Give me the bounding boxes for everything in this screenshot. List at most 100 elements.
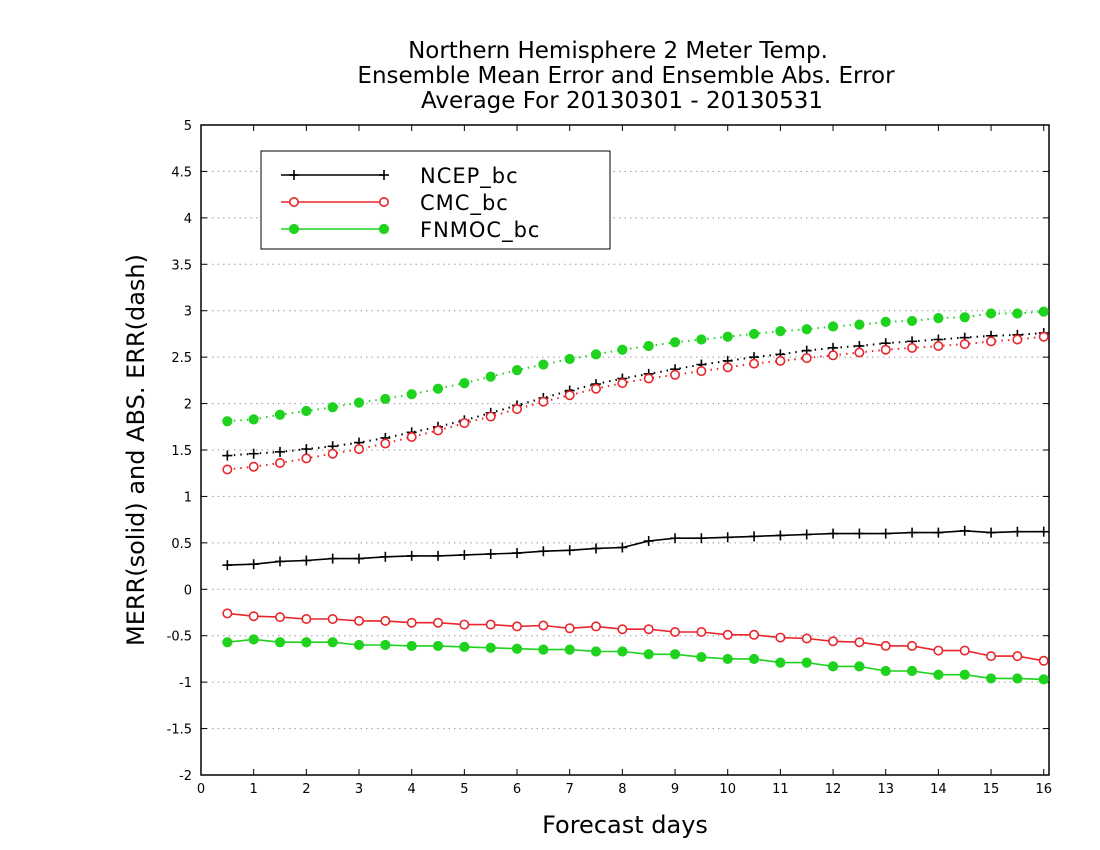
cmc-bc-merr-point (275, 612, 286, 623)
cmc-bc-abs-err-point (433, 425, 444, 436)
cmc-bc-merr-point (222, 608, 233, 619)
ncep-bc-merr-point (327, 553, 338, 564)
legend-label: CMC_bc (420, 191, 509, 216)
ncep-bc-merr-point (854, 528, 865, 539)
fnmoc-bc-merr-point (274, 637, 286, 648)
ncep-bc-merr-point (722, 532, 733, 543)
fnmoc-bc-merr-point (1038, 674, 1049, 685)
x-tick-label: 7 (566, 782, 574, 797)
legend-marker (378, 197, 389, 208)
cmc-bc-abs-err-point (1038, 331, 1049, 342)
ncep-bc-merr-point (986, 527, 997, 538)
fnmoc-bc-abs-err-point (538, 359, 549, 370)
cmc-bc-abs-err-point (643, 373, 654, 384)
y-tick-label: -1.5 (167, 723, 192, 738)
cmc-bc-merr-point (670, 626, 681, 637)
fnmoc-bc-abs-err-point (353, 397, 365, 408)
cmc-bc-merr-point (591, 621, 602, 632)
cmc-bc-abs-err-point (986, 336, 997, 347)
fnmoc-bc-merr-point (854, 661, 865, 672)
y-axis-label: MERR(solid) and ABS. ERR(dash) (122, 254, 150, 646)
cmc-bc-merr-point (880, 640, 891, 651)
cmc-bc-merr-point (485, 619, 496, 630)
cmc-bc-abs-err-point (670, 369, 681, 380)
cmc-bc-merr-point (327, 613, 338, 624)
fnmoc-bc-merr-point (406, 640, 417, 652)
ncep-bc-abs-err-line (227, 332, 1044, 457)
fnmoc-bc-merr-line (227, 638, 1044, 681)
x-tick-label: 10 (719, 782, 736, 797)
y-tick-label: 3.5 (171, 258, 192, 273)
cmc-bc-merr-point (801, 633, 812, 644)
cmc-bc-abs-err-point (1012, 334, 1023, 345)
cmc-bc-merr-point (854, 637, 865, 648)
fnmoc-bc-abs-err-point (1012, 308, 1023, 319)
fnmoc-bc-merr-point (696, 651, 707, 663)
fnmoc-bc-merr-point (933, 669, 944, 680)
y-tick-label: -1 (179, 676, 192, 691)
fnmoc-bc-merr-point (538, 644, 549, 655)
y-tick-label: 2.5 (171, 351, 192, 366)
legend-label: NCEP_bc (420, 164, 519, 189)
ncep-bc-merr-point (670, 533, 681, 544)
cmc-bc-abs-err-point (933, 340, 944, 351)
cmc-bc-merr-point (959, 645, 970, 656)
fnmoc-bc-abs-err-point (748, 328, 760, 340)
ncep-bc-merr-point (433, 550, 444, 561)
cmc-bc-abs-err-point (775, 355, 786, 366)
fnmoc-bc-merr-point (301, 637, 312, 648)
ncep-bc-merr-point (617, 542, 628, 553)
cmc-bc-abs-err-point (459, 418, 470, 429)
cmc-bc-abs-err-point (301, 453, 312, 464)
ncep-bc-merr-point (775, 530, 786, 541)
legend-marker (289, 170, 299, 180)
legend-marker (379, 170, 389, 180)
chart-title: Northern Hemisphere 2 Meter Temp. Ensemb… (357, 38, 895, 114)
ncep-bc-merr-point (248, 559, 259, 570)
ncep-bc-merr-point (354, 553, 365, 564)
ncep-bc-merr-point (564, 545, 575, 556)
cmc-bc-abs-err-point (617, 378, 628, 389)
cmc-bc-merr-point (696, 626, 707, 637)
cmc-bc-abs-err-point (959, 339, 970, 350)
fnmoc-bc-merr-point (511, 643, 523, 654)
ncep-bc-merr-line (227, 529, 1044, 566)
x-tick-label: 13 (877, 782, 894, 797)
fnmoc-bc-merr-point (643, 649, 654, 660)
fnmoc-bc-merr-point (1012, 673, 1023, 684)
fnmoc-bc-abs-err-point (617, 344, 628, 355)
fnmoc-bc-abs-err-point (906, 315, 918, 327)
ncep-bc-merr-point (538, 546, 549, 557)
fnmoc-bc-merr-point (353, 639, 365, 651)
cmc-bc-merr-point (380, 615, 391, 626)
fnmoc-bc-merr-point (827, 661, 839, 672)
y-tick-label: 4 (184, 212, 192, 227)
cmc-bc-merr-point (301, 613, 312, 624)
fnmoc-bc-merr-point (722, 653, 733, 665)
fnmoc-bc-abs-err-point (959, 312, 970, 323)
ncep-bc-merr-point (880, 528, 891, 539)
ncep-bc-merr-point (222, 560, 233, 571)
legend-marker (288, 197, 299, 208)
fnmoc-bc-abs-err-point (432, 383, 444, 394)
x-tick-label: 8 (618, 782, 626, 797)
fnmoc-bc-abs-err-point (854, 319, 865, 330)
fnmoc-bc-abs-err-point (669, 337, 681, 348)
fnmoc-bc-abs-err-point (643, 340, 654, 352)
ncep-bc-merr-point (828, 528, 839, 539)
fnmoc-bc-merr-point (222, 637, 233, 648)
legend-label: FNMOC_bc (420, 218, 540, 243)
fnmoc-bc-merr-point (432, 640, 444, 652)
cmc-bc-merr-point (775, 632, 786, 643)
y-tick-label: 0.5 (171, 537, 192, 552)
cmc-bc-merr-point (907, 640, 918, 651)
ncep-bc-merr-point (801, 529, 812, 540)
x-axis-label: Forecast days (542, 811, 708, 839)
ncep-bc-merr-point (512, 548, 523, 559)
y-tick-label: 4.5 (171, 165, 192, 180)
x-tick-label: 3 (355, 782, 363, 797)
ncep-bc-merr-point (1038, 526, 1049, 537)
fnmoc-bc-merr-point (801, 657, 812, 668)
